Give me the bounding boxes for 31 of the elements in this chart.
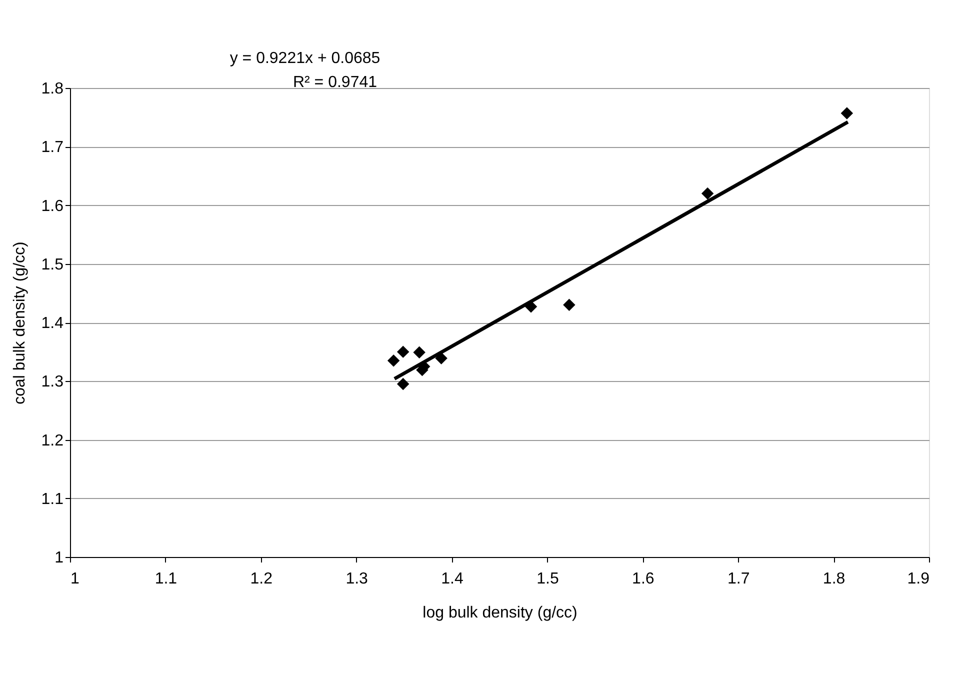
x-tick-label: 1.4 <box>441 570 464 588</box>
y-axis-title: coal bulk density (g/cc) <box>11 242 28 404</box>
point <box>387 354 400 367</box>
point <box>840 107 854 120</box>
annotation: R² = 0.9741 <box>292 74 378 91</box>
y-tick-label: 1.1 <box>41 490 64 508</box>
x-tick-label: 1.3 <box>346 570 368 588</box>
y-tick-label: 1.8 <box>41 80 64 98</box>
y-tick-label: 1 <box>54 550 64 566</box>
x-tick-label: 1.5 <box>536 570 559 588</box>
x-tick-label: 1 <box>70 570 80 588</box>
point <box>396 346 410 358</box>
point <box>413 346 426 359</box>
x-tick-label: 1.1 <box>154 570 178 588</box>
x-tick-label: 1.2 <box>250 570 273 588</box>
point <box>701 187 714 200</box>
y-tick-label: 1.2 <box>41 432 64 450</box>
x-axis-title: log bulk density (g/cc) <box>422 604 578 622</box>
x-tick-label: 1.7 <box>727 570 750 588</box>
x-tick-label: 1.6 <box>632 570 654 588</box>
x-tick-label: 1.8 <box>822 570 846 588</box>
y-tick-label: 1.4 <box>41 315 64 332</box>
point <box>563 298 576 312</box>
y-tick-label: 1.7 <box>41 139 64 156</box>
y-tick-label: 1.6 <box>41 198 64 215</box>
x-tick-label: 1.9 <box>907 570 930 588</box>
y-tick-label: 1.5 <box>41 256 64 274</box>
text: y = 0.9221x + 0.0685 <box>230 50 380 67</box>
point <box>435 352 448 364</box>
point <box>396 378 410 390</box>
y-tick-label: 1.3 <box>41 374 64 391</box>
